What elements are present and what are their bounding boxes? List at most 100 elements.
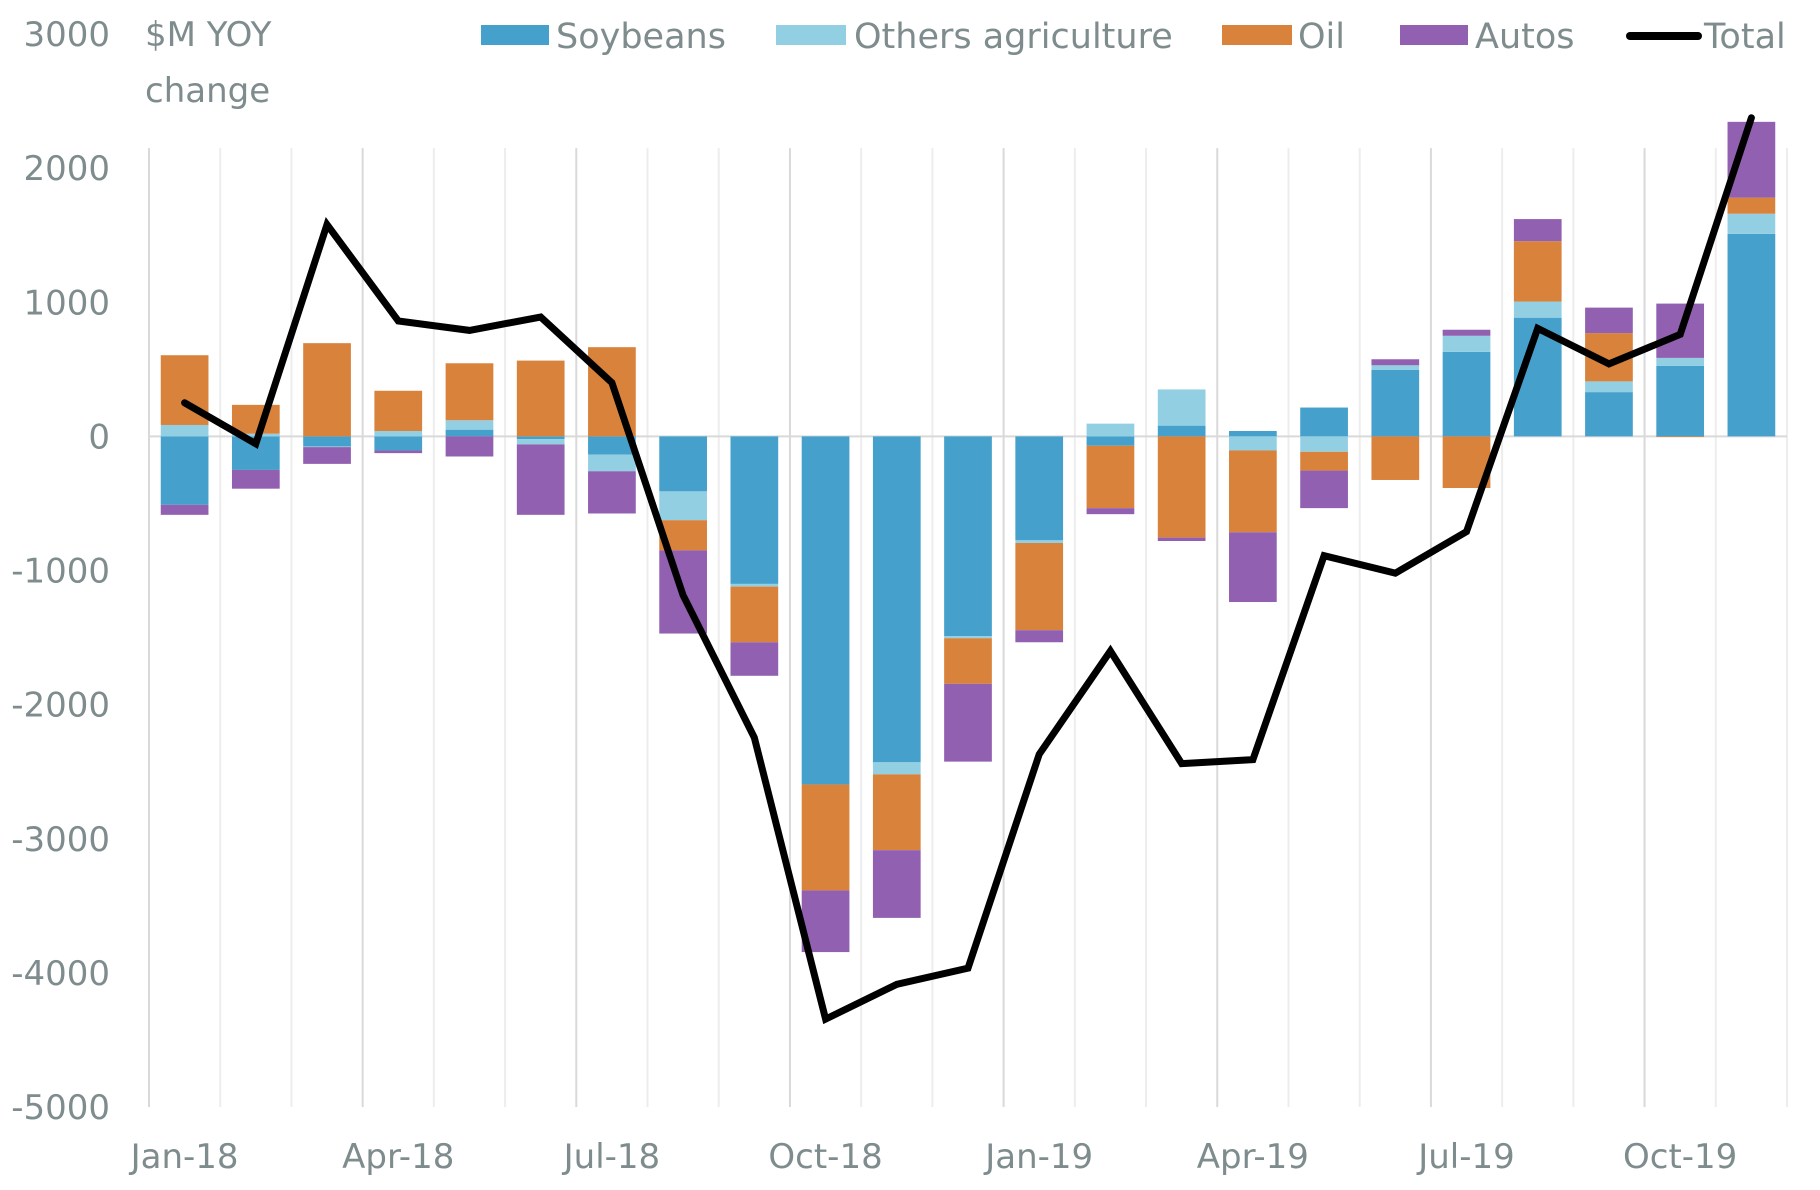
bar-others-agriculture-apr-19 bbox=[1229, 436, 1277, 451]
bar-autos-jan-19 bbox=[1015, 630, 1064, 643]
bar-soybeans-apr-18 bbox=[374, 436, 423, 451]
bar-soybeans-nov-19 bbox=[1727, 233, 1776, 437]
bar-soybeans-jun-18 bbox=[516, 436, 565, 440]
bar-autos-oct-18 bbox=[801, 890, 850, 953]
bar-others-agriculture-nov-18 bbox=[872, 762, 921, 775]
x-tick-label: Jul-18 bbox=[562, 1137, 661, 1177]
legend-swatch-autos bbox=[1400, 25, 1468, 45]
y-axis-title: $M YOY change bbox=[145, 15, 272, 111]
bar-autos-apr-19 bbox=[1229, 532, 1277, 603]
y-axis-ticks: 3000 2000 1000 0 -1000 -2000 -3000 -4000 -5000 bbox=[11, 15, 110, 1128]
bar-others-agriculture-jun-18 bbox=[516, 439, 565, 445]
bar-oil-mar-18 bbox=[303, 343, 351, 437]
bar-soybeans-sep-18 bbox=[730, 436, 779, 584]
x-tick-label: Apr-19 bbox=[1197, 1137, 1309, 1177]
bar-others-agriculture-mar-18 bbox=[303, 446, 351, 448]
bar-oil-sep-18 bbox=[730, 586, 779, 643]
bar-autos-nov-18 bbox=[872, 850, 921, 918]
bar-soybeans-may-18 bbox=[445, 429, 494, 437]
bar-autos-aug-19 bbox=[1513, 219, 1562, 242]
y-tick-label: -5000 bbox=[11, 1088, 110, 1128]
bar-others-agriculture-aug-19 bbox=[1513, 301, 1562, 318]
bar-autos-sep-19 bbox=[1585, 307, 1633, 334]
bar-soybeans-feb-19 bbox=[1086, 436, 1135, 446]
bar-oil-mar-19 bbox=[1157, 436, 1206, 538]
bar-others-agriculture-sep-19 bbox=[1585, 381, 1633, 393]
bar-autos-jun-18 bbox=[516, 444, 565, 515]
bar-soybeans-may-19 bbox=[1300, 407, 1348, 437]
y-tick-label: -3000 bbox=[11, 820, 110, 860]
x-tick-label: Oct-18 bbox=[768, 1137, 882, 1177]
bar-oil-oct-18 bbox=[801, 784, 850, 891]
bar-others-agriculture-jan-19 bbox=[1015, 540, 1064, 544]
bar-others-agriculture-jul-18 bbox=[588, 454, 636, 472]
bar-oil-may-19 bbox=[1300, 451, 1348, 471]
legend: Soybeans Others agriculture Oil Autos To… bbox=[481, 17, 1786, 57]
bar-oil-jun-19 bbox=[1371, 436, 1420, 480]
bar-soybeans-jun-19 bbox=[1371, 369, 1420, 437]
bar-oil-jan-19 bbox=[1015, 543, 1064, 631]
legend-item-soybeans: Soybeans bbox=[481, 17, 726, 57]
bar-oil-feb-18 bbox=[231, 404, 280, 434]
bar-others-agriculture-may-18 bbox=[445, 420, 494, 430]
legend-swatch-soybeans bbox=[481, 25, 549, 45]
bar-soybeans-dec-18 bbox=[944, 436, 992, 637]
y-axis-title-line-2: change bbox=[145, 71, 270, 111]
bar-oil-dec-18 bbox=[944, 638, 992, 684]
bar-autos-feb-18 bbox=[231, 469, 280, 489]
legend-item-oil: Oil bbox=[1222, 17, 1345, 57]
bar-soybeans-aug-18 bbox=[659, 436, 707, 492]
legend-label-autos: Autos bbox=[1475, 17, 1575, 57]
bar-others-agriculture-sep-18 bbox=[730, 583, 779, 587]
bar-autos-mar-19 bbox=[1157, 537, 1206, 541]
bar-others-agriculture-feb-19 bbox=[1086, 423, 1135, 437]
bar-oil-apr-18 bbox=[374, 390, 423, 432]
bar-autos-mar-18 bbox=[303, 447, 351, 464]
bar-oil-nov-19 bbox=[1727, 197, 1776, 214]
bar-autos-jul-19 bbox=[1442, 329, 1491, 336]
y-tick-label: 0 bbox=[88, 417, 110, 457]
bar-others-agriculture-mar-19 bbox=[1157, 389, 1206, 426]
bar-autos-may-18 bbox=[445, 436, 494, 457]
legend-label-oil: Oil bbox=[1298, 17, 1345, 57]
bar-autos-sep-18 bbox=[730, 642, 779, 676]
x-tick-label: Jan-18 bbox=[129, 1137, 239, 1177]
x-axis-ticks: Jan-18 Apr-18 Jul-18 Oct-18 Jan-19 Apr-19 Jul-… bbox=[129, 1137, 1738, 1177]
legend-label-soybeans: Soybeans bbox=[556, 17, 726, 57]
bar-oil-jun-18 bbox=[516, 360, 565, 437]
bar-autos-apr-18 bbox=[374, 450, 423, 454]
total-line bbox=[181, 114, 1755, 1025]
x-tick-label: Jul-19 bbox=[1416, 1137, 1515, 1177]
bar-soybeans-mar-18 bbox=[303, 436, 351, 447]
legend-swatch-oil bbox=[1222, 25, 1292, 45]
gridlines bbox=[148, 148, 1788, 1107]
bar-others-agriculture-jul-19 bbox=[1442, 335, 1491, 352]
legend-item-others-agriculture: Others agriculture bbox=[776, 17, 1173, 57]
bar-autos-dec-18 bbox=[944, 683, 992, 762]
bar-others-agriculture-may-19 bbox=[1300, 436, 1348, 452]
bar-others-agriculture-aug-18 bbox=[659, 491, 707, 521]
bar-others-agriculture-nov-19 bbox=[1727, 213, 1776, 234]
bar-autos-jul-18 bbox=[588, 471, 636, 514]
bar-soybeans-oct-18 bbox=[801, 436, 850, 785]
bar-soybeans-mar-19 bbox=[1157, 425, 1206, 437]
bar-autos-may-19 bbox=[1300, 470, 1348, 509]
bar-oil-apr-19 bbox=[1229, 450, 1277, 533]
legend-item-autos: Autos bbox=[1400, 17, 1575, 57]
bar-soybeans-oct-19 bbox=[1656, 365, 1705, 437]
bar-soybeans-jan-18 bbox=[160, 436, 209, 505]
bar-autos-feb-19 bbox=[1086, 508, 1135, 515]
bar-soybeans-jul-18 bbox=[588, 436, 636, 455]
bar-soybeans-jan-19 bbox=[1015, 436, 1064, 541]
bar-oil-feb-19 bbox=[1086, 445, 1135, 509]
bars bbox=[160, 121, 1776, 953]
bar-oil-may-18 bbox=[445, 363, 494, 421]
x-tick-label: Apr-18 bbox=[342, 1137, 454, 1177]
bar-soybeans-apr-19 bbox=[1229, 431, 1277, 437]
bar-oil-nov-18 bbox=[872, 774, 921, 851]
x-tick-label: Jan-19 bbox=[983, 1137, 1093, 1177]
bar-others-agriculture-dec-18 bbox=[944, 636, 992, 639]
y-tick-label: -2000 bbox=[11, 686, 110, 726]
y-tick-label: 2000 bbox=[23, 149, 110, 189]
